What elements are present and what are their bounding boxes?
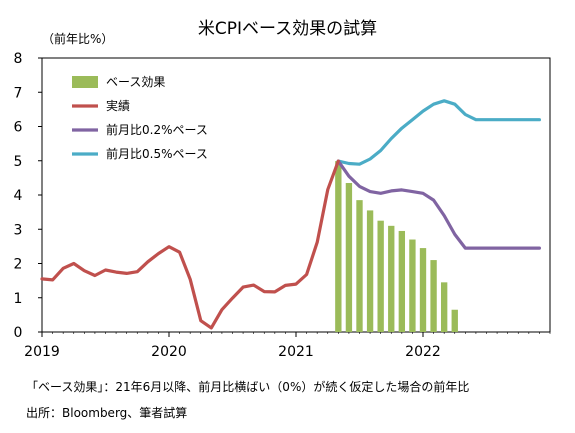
y-tick-label: 8 [14, 51, 23, 67]
bar-base-effect [335, 161, 342, 332]
bar-base-effect [451, 309, 458, 332]
y-axis-label: （前年比%） [42, 32, 114, 46]
series-line-actual [40, 159, 340, 330]
bar-base-effect [356, 200, 363, 332]
bar-base-effect [366, 210, 374, 332]
x-tick-label: 2020 [151, 344, 187, 360]
chart-title: 米CPIベース効果の試算 [197, 19, 378, 39]
x-tick-label: 2022 [405, 344, 441, 360]
y-tick-label: 2 [14, 257, 23, 273]
y-tick-label: 0 [14, 325, 23, 341]
bar-base-effect [430, 260, 437, 332]
y-tick-label: 5 [14, 154, 23, 170]
legend-label: ベース効果 [106, 74, 165, 89]
chart-note: 「ベース効果」：21年6月以降、前月比横ばい（0%）が続く仮定した場合の前年比 [26, 380, 470, 394]
y-tick-label: 6 [14, 120, 23, 136]
bar-base-effect [440, 282, 448, 332]
bar-base-effect [419, 248, 427, 332]
series-line-p05 [336, 99, 542, 166]
x-tick-label: 2019 [24, 344, 60, 360]
bar-base-effect [388, 225, 395, 332]
legend-swatch-bar [72, 76, 98, 88]
x-tick-label: 2021 [278, 344, 314, 360]
series-line-p02 [336, 159, 542, 250]
legend-label: 実績 [106, 98, 130, 113]
legend-label: 前月比0.2%ペース [106, 122, 208, 137]
chart-source: 出所：Bloomberg、筆者試算 [26, 406, 188, 420]
y-tick-label: 7 [14, 85, 23, 101]
bar-base-effect [377, 220, 384, 332]
bar-base-effect [345, 183, 353, 332]
legend-label: 前月比0.5%ペース [106, 146, 208, 161]
y-tick-label: 1 [14, 291, 23, 307]
y-tick-label: 4 [14, 188, 23, 204]
bar-base-effect [398, 230, 406, 332]
bar-base-effect [409, 239, 416, 332]
y-tick-label: 3 [14, 222, 23, 238]
